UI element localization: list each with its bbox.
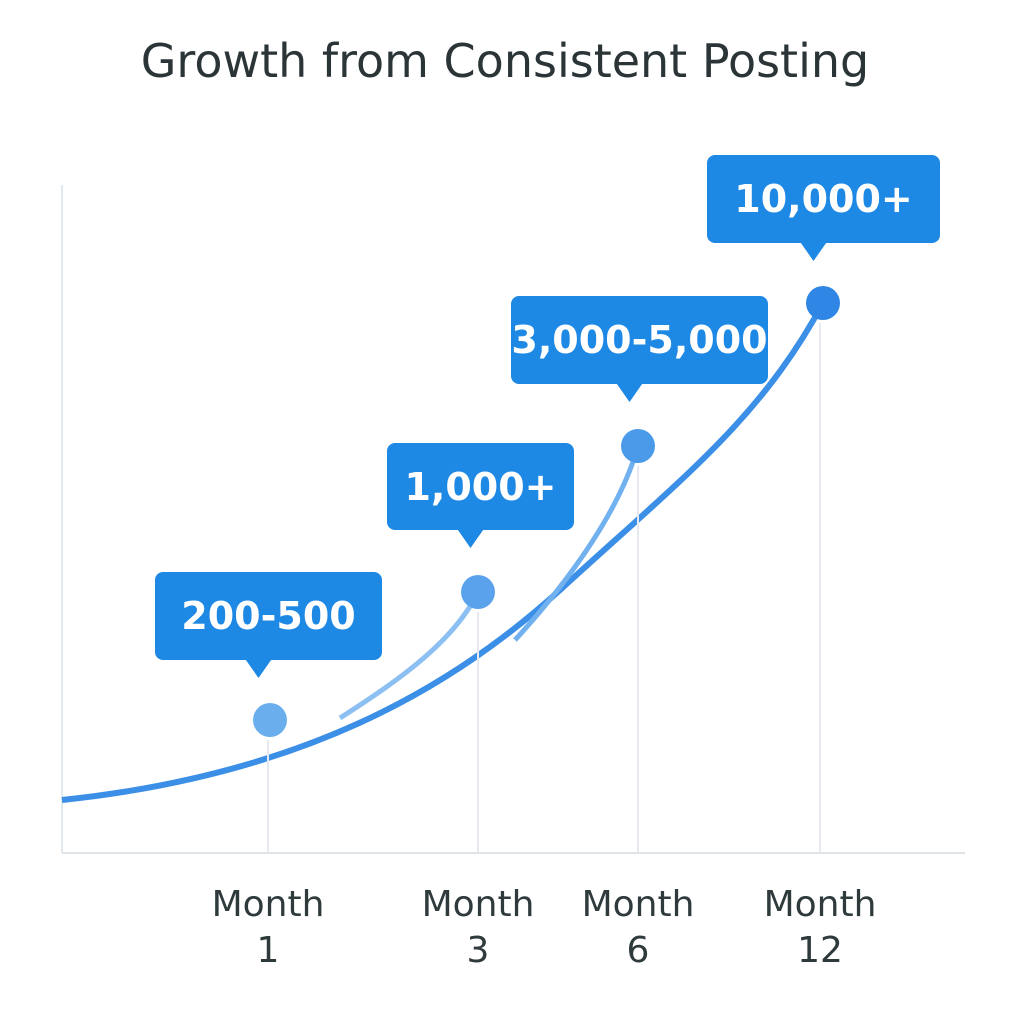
callout-label: 3,000-5,000 xyxy=(511,296,768,384)
x-tick-label: Month 3 xyxy=(421,884,535,971)
milestone-dot xyxy=(253,703,287,737)
x-tick-label: Month 1 xyxy=(211,884,325,971)
x-tick-label: Month 12 xyxy=(763,884,877,971)
x-tick-label: Month 6 xyxy=(581,884,695,971)
milestone-dot xyxy=(461,575,495,609)
callout-pointer xyxy=(615,382,644,402)
callout-label: 200-500 xyxy=(155,572,382,660)
milestone-dot xyxy=(621,429,655,463)
callout-pointer xyxy=(244,658,273,678)
callout-pointer xyxy=(456,528,485,548)
callout-label: 10,000+ xyxy=(707,155,940,243)
chart-title: Growth from Consistent Posting xyxy=(140,34,870,88)
callout-pointer xyxy=(799,241,828,261)
growth-curve-segment xyxy=(338,590,481,721)
growth-curve-segment xyxy=(513,445,641,642)
milestone-dot xyxy=(806,286,840,320)
callout-label: 1,000+ xyxy=(387,443,574,530)
